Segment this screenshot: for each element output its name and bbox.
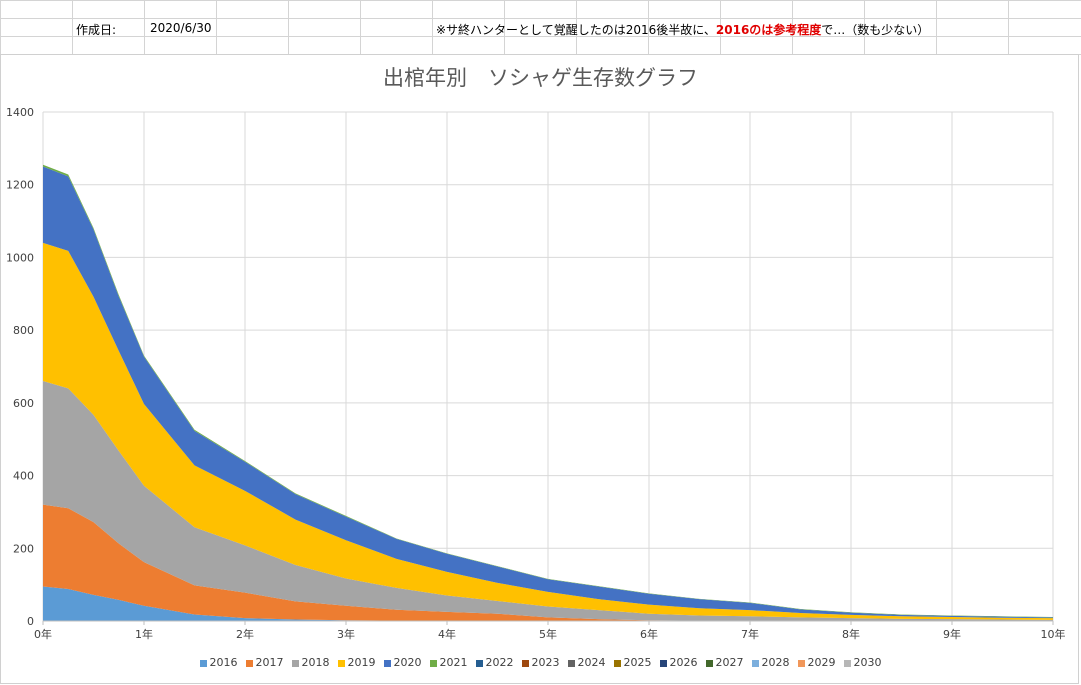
- x-tick-label: 0年: [34, 627, 52, 641]
- legend-swatch: [843, 659, 851, 667]
- legend-label: 2025: [623, 656, 652, 669]
- legend-item-2025: 2025: [613, 656, 652, 669]
- stacked-areas: [43, 164, 1053, 621]
- y-tick-label: 200: [13, 542, 34, 555]
- legend-swatch: [613, 659, 621, 667]
- y-tick-labels: 0 200 400 600 800 1000 1200 1400: [6, 106, 34, 628]
- x-tick-label: 4年: [438, 627, 456, 641]
- legend-label: 2026: [669, 656, 698, 669]
- created-label: 作成日:: [76, 23, 117, 37]
- legend-label: 2027: [715, 656, 744, 669]
- x-tick-label: 8年: [842, 627, 860, 641]
- legend-swatch: [797, 659, 805, 667]
- legend-label: 2029: [807, 656, 836, 669]
- legend-swatch: [199, 659, 207, 667]
- x-tick-label: 10年: [1041, 627, 1066, 641]
- legend-swatch: [291, 659, 299, 667]
- legend-label: 2028: [761, 656, 790, 669]
- legend-item-2019: 2019: [337, 656, 376, 669]
- y-tick-label: 600: [13, 397, 34, 410]
- legend-label: 2021: [439, 656, 468, 669]
- legend-label: 2018: [301, 656, 330, 669]
- x-tick-label: 1年: [135, 627, 153, 641]
- note-post: で…（数も少ない）: [821, 23, 930, 37]
- legend-item-2023: 2023: [521, 656, 560, 669]
- gridlines: [42, 111, 1054, 622]
- legend-label: 2016: [209, 656, 238, 669]
- area-series-2016[interactable]: [43, 586, 1053, 621]
- area-series-2020[interactable]: [43, 166, 1053, 619]
- area-series-2019[interactable]: [43, 242, 1053, 620]
- legend-item-2028: 2028: [751, 656, 790, 669]
- x-tick-label: 3年: [337, 627, 355, 641]
- legend-swatch: [567, 659, 575, 667]
- y-tick-label: 0: [27, 615, 34, 628]
- created-date: 2020/6/30: [150, 21, 212, 35]
- legend-label: 2030: [853, 656, 882, 669]
- legend-swatch: [429, 659, 437, 667]
- legend-label: 2019: [347, 656, 376, 669]
- legend-label: 2022: [485, 656, 514, 669]
- y-tick-label: 800: [13, 324, 34, 337]
- legend-item-2022: 2022: [475, 656, 514, 669]
- legend-item-2016: 2016: [199, 656, 238, 669]
- x-tick-label: 2年: [236, 627, 254, 641]
- legend-item-2024: 2024: [567, 656, 606, 669]
- y-tick-label: 400: [13, 470, 34, 483]
- legend-item-2026: 2026: [659, 656, 698, 669]
- note-red: 2016のは参考程度: [715, 23, 822, 37]
- x-tick-label: 7年: [741, 627, 759, 641]
- x-tick-label: 6年: [640, 627, 658, 641]
- legend-swatch: [705, 659, 713, 667]
- legend-swatch: [245, 659, 253, 667]
- y-tick-label: 1000: [6, 251, 34, 264]
- legend-label: 2020: [393, 656, 422, 669]
- y-tick-label: 1200: [6, 179, 34, 192]
- legend-item-2020: 2020: [383, 656, 422, 669]
- legend-item-2030: 2030: [843, 656, 882, 669]
- legend-item-2018: 2018: [291, 656, 330, 669]
- legend-item-2017: 2017: [245, 656, 284, 669]
- x-tick-label: 5年: [539, 627, 557, 641]
- legend-label: 2023: [531, 656, 560, 669]
- legend-swatch: [659, 659, 667, 667]
- legend-swatch: [337, 659, 345, 667]
- header-note: ※サ終ハンターとして覚醒したのは2016後半故に、2016のは参考程度で…（数も…: [436, 21, 929, 38]
- x-tick-labels: 0年 1年 2年 3年 4年 5年 6年 7年 8年 9年 10年: [34, 621, 1066, 641]
- legend-item-2027: 2027: [705, 656, 744, 669]
- x-tick-label: 9年: [943, 627, 961, 641]
- legend-label: 2017: [255, 656, 284, 669]
- legend-swatch: [751, 659, 759, 667]
- legend-swatch: [521, 659, 529, 667]
- chart-title: 出棺年別 ソシャゲ生存数グラフ: [383, 66, 698, 90]
- legend-item-2029: 2029: [797, 656, 836, 669]
- legend-swatch: [383, 659, 391, 667]
- legend-swatch: [475, 659, 483, 667]
- legend-item-2021: 2021: [429, 656, 468, 669]
- legend-label: 2024: [577, 656, 606, 669]
- note-pre: ※サ終ハンターとして覚醒したのは2016後半故に、: [436, 23, 716, 37]
- legend: 2016 2017 2018 2019 2020 2021 2022 2023 2024 2025…: [0, 656, 1081, 669]
- y-tick-label: 1400: [6, 106, 34, 119]
